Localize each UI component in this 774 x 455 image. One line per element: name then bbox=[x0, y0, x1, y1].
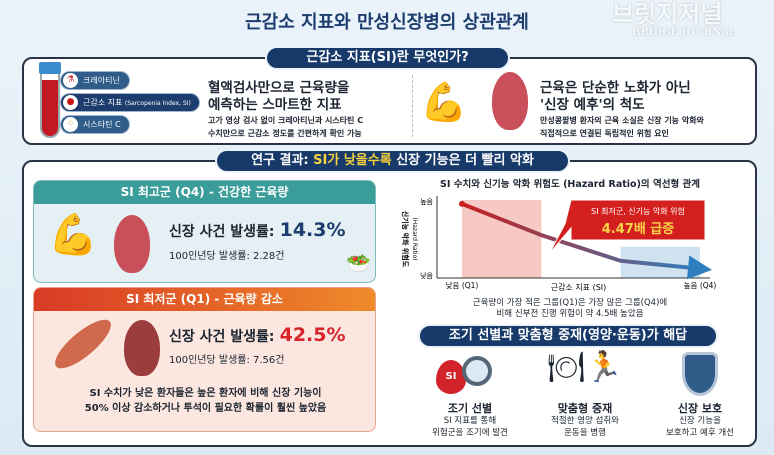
chip-creatinine: ⚗ 크레아티닌 bbox=[60, 71, 130, 90]
section1-banner: 근감소 지표(SI)란 무엇인가? bbox=[265, 46, 510, 70]
heading-line: '신장 예후'의 척도 bbox=[540, 97, 645, 113]
watermark: 브릿지저널 BRIDGE JOURNAL bbox=[612, 2, 736, 38]
chip-label: 시스타틴 C bbox=[83, 120, 121, 129]
note-line: SI 수치가 낮은 환자들은 높은 환자에 비해 신장 기능이 bbox=[89, 388, 322, 399]
q1-rate-row: 신장 사건 발생률: 42.5% bbox=[169, 324, 346, 346]
item-text: 신장 기능을 bbox=[679, 416, 721, 426]
item-title: 맞춤형 중재 bbox=[557, 402, 613, 415]
text-line: 고가 영상 검사 없이 크레아티닌과 시스타틴 C bbox=[208, 116, 364, 125]
watermark-text: 브릿지저널 bbox=[612, 0, 723, 28]
heading-line: 혈액검사만으로 근육량을 bbox=[208, 80, 350, 96]
annotation-line1: SI 최저군, 신기능 악화 위험 bbox=[591, 206, 685, 216]
q1-note: SI 수치가 낮은 환자들은 높은 환자에 비해 신장 기능이 50% 이상 감소… bbox=[34, 386, 375, 416]
magnifier-blood-drop-icon: SI bbox=[420, 350, 520, 400]
q1-shade bbox=[462, 200, 542, 278]
damaged-kidney-icon bbox=[124, 320, 160, 376]
q1-incidence: 100인년당 발생률: 7.56건 bbox=[169, 355, 285, 366]
caption-line: 비해 신부전 진행 위험이 약 4.5배 높았음 bbox=[496, 309, 644, 319]
q4-rate-row: 신장 사건 발생률: 14.3% bbox=[169, 219, 346, 241]
hazard-line bbox=[461, 202, 712, 280]
si-description: 고가 영상 검사 없이 크레아티닌과 시스타틴 C 수치만으로 근감소 정도를 간… bbox=[208, 114, 363, 140]
item-text: 운동을 병행 bbox=[564, 428, 606, 438]
intervention-banner: 조기 선별과 맞춤형 중재(영양·운동)가 해답 bbox=[418, 324, 718, 348]
item-text: 위험군을 조기에 발견 bbox=[432, 428, 508, 438]
q4-rate: 14.3% bbox=[279, 219, 346, 241]
q4-card: SI 최고군 (Q4) - 건강한 근육량 💪 신장 사건 발생률: 14.3%… bbox=[33, 180, 376, 283]
muscle-fiber-icon bbox=[48, 312, 118, 376]
text-line: 직접적으로 연결된 독립적인 위험 요인 bbox=[540, 129, 669, 138]
chip-cystatin: ⁘ 시스타틴 C bbox=[60, 115, 130, 134]
banner-highlight: SI가 낮을수록 bbox=[313, 153, 392, 168]
chip-label: 크레아티닌 bbox=[83, 76, 120, 85]
annotation-callout bbox=[548, 199, 706, 255]
page-title: 근감소 지표와 만성신장병의 상관관계 bbox=[245, 12, 529, 33]
chip-label: 근감소 지표 bbox=[83, 98, 123, 107]
heading-line: 예측하는 스마트한 지표 bbox=[208, 97, 342, 113]
shield-kidney-icon bbox=[650, 350, 750, 400]
annotation-line2: 4.47배 급증 bbox=[602, 221, 675, 237]
watermark-sub: BRIDGE JOURNAL bbox=[632, 27, 737, 38]
si-badge: SI bbox=[436, 360, 466, 394]
q1-header: SI 최저군 (Q1) - 근육량 감소 bbox=[34, 288, 375, 311]
q4-header: SI 최고군 (Q4) - 건강한 근육량 bbox=[34, 181, 375, 204]
x-axis-label: 근감소 지표 (SI) bbox=[551, 282, 607, 292]
rate-label: 신장 사건 발생률: bbox=[169, 329, 275, 345]
q1-card: SI 최저군 (Q1) - 근육량 감소 신장 사건 발생률: 42.5% 10… bbox=[33, 287, 376, 432]
caption-line: 근육량이 가장 적은 그룹(Q1)은 가장 많은 그룹(Q4)에 bbox=[472, 298, 668, 308]
note-line: 50% 이상 감소하거나 투석이 필요한 확률이 훨씬 높았음 bbox=[84, 403, 327, 414]
q4-incidence: 100인년당 발생률: 2.28건 bbox=[169, 251, 285, 262]
plate-runner-icon: 🍽🏃 bbox=[547, 350, 623, 385]
intervention-item-custom: 🍽🏃 맞춤형 중재 적절한 영양 섭취와 운동을 병행 bbox=[530, 350, 640, 439]
rate-label: 신장 사건 발생률: bbox=[169, 224, 275, 240]
intervention-item-screening: SI 조기 선별 SI 지표를 통해 위험군을 조기에 발견 bbox=[420, 350, 520, 439]
flexed-arm-icon: 💪 bbox=[420, 80, 468, 124]
item-text: 보호하고 예후 개선 bbox=[666, 428, 734, 438]
y-axis-label: 신기능 악화 위험도 bbox=[401, 211, 410, 268]
test-tube-icon bbox=[39, 62, 61, 138]
chart-title: SI 수치와 신기능 악화 위험도 (Hazard Ratio)의 역선형 관계 bbox=[440, 179, 700, 190]
kidney-icon bbox=[114, 215, 150, 273]
banner-suffix: 신장 기능은 더 빨리 악화 bbox=[391, 153, 534, 168]
item-text: SI 지표를 통해 bbox=[443, 416, 497, 426]
chip-note: (Sarcopenia Index, SI) bbox=[124, 100, 191, 107]
flask-icon: ⚗ bbox=[63, 73, 78, 88]
flexed-arm-icon: 💪 bbox=[48, 212, 98, 258]
text-line: 만성콩팥병 환자의 근육 소실은 신장 기능 악화와 bbox=[540, 116, 704, 125]
y-tick-high: 높음 bbox=[420, 198, 433, 206]
item-text: 적절한 영양 섭취와 bbox=[551, 416, 619, 426]
y-axis-sublabel: (Hazard Ratio) bbox=[411, 217, 418, 260]
person-eating-icon: 🥗 bbox=[346, 251, 371, 275]
data-point-Q1 bbox=[459, 200, 465, 207]
si-heading: 혈액검사만으로 근육량을 예측하는 스마트한 지표 bbox=[208, 80, 349, 114]
item-title: 신장 보호 bbox=[677, 402, 723, 415]
muscle-heading: 근육은 단순한 노화가 아닌 '신장 예후'의 척도 bbox=[540, 80, 691, 114]
molecule-icon: ⁘ bbox=[63, 117, 78, 132]
text-line: 수치만으로 근감소 정도를 간편하게 확인 가능 bbox=[208, 129, 362, 138]
kidney-icon bbox=[492, 72, 528, 130]
results-banner: 연구 결과: SI가 낮을수록 신장 기능은 더 빨리 악화 bbox=[215, 149, 570, 173]
heading-line: 근육은 단순한 노화가 아닌 bbox=[540, 80, 691, 96]
intervention-item-protection: 신장 보호 신장 기능을 보호하고 예후 개선 bbox=[650, 350, 750, 439]
x-tick-high: 높음 (Q4) bbox=[684, 281, 717, 290]
blood-drop-icon: ● bbox=[63, 95, 78, 110]
y-tick-low: 낮음 bbox=[420, 271, 433, 280]
divider bbox=[412, 75, 413, 137]
item-title: 조기 선별 bbox=[447, 402, 493, 415]
chart-caption: 근육량이 가장 적은 그룹(Q1)은 가장 많은 그룹(Q4)에 비해 신부전 진… bbox=[395, 298, 745, 320]
banner-prefix: 연구 결과: bbox=[251, 153, 314, 168]
x-tick-low: 낮음 (Q1) bbox=[446, 280, 479, 290]
chip-si: ● 근감소 지표 (Sarcopenia Index, SI) bbox=[60, 93, 200, 112]
q1-rate: 42.5% bbox=[279, 324, 346, 346]
